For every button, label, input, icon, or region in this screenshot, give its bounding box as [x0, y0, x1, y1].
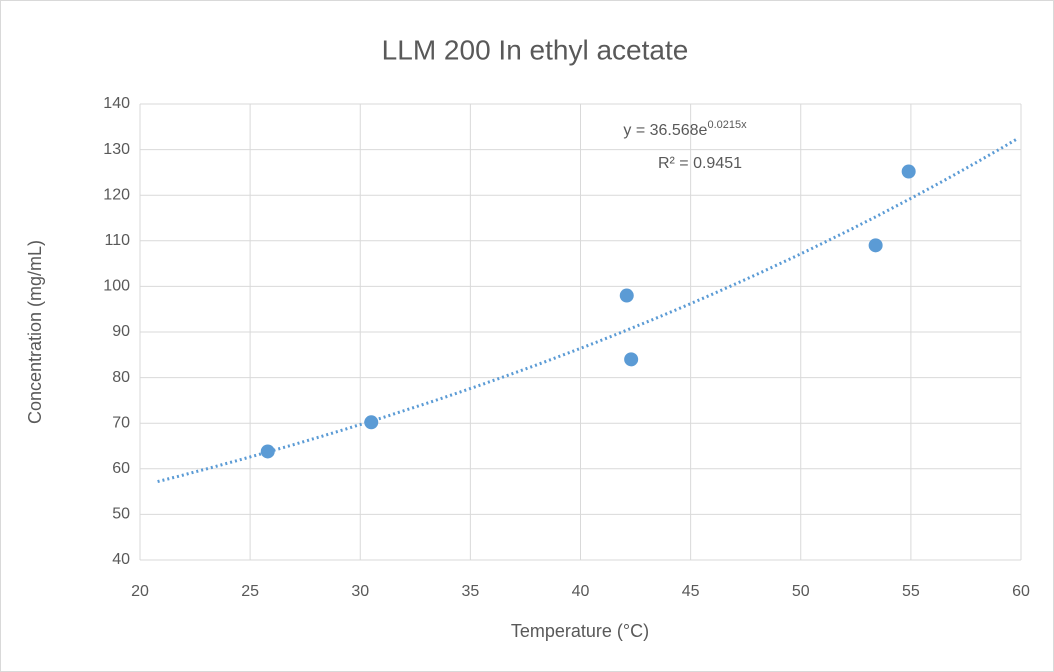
y-tick-label: 50 [112, 506, 130, 523]
y-tick-label: 70 [112, 414, 130, 431]
trendline-r-squared: R² = 0.9451 [658, 155, 742, 172]
y-tick-label: 90 [112, 323, 130, 340]
x-tick-label: 25 [241, 583, 259, 600]
y-tick-label: 110 [104, 232, 130, 249]
chart-title: LLM 200 In ethyl acetate [382, 34, 689, 65]
y-tick-label: 80 [112, 369, 130, 386]
x-tick-label: 60 [1012, 583, 1030, 600]
x-tick-label: 40 [572, 583, 590, 600]
y-tick-label: 60 [112, 460, 130, 477]
x-tick-label: 45 [682, 583, 700, 600]
x-tick-label: 30 [351, 583, 369, 600]
x-tick-label: 35 [461, 583, 479, 600]
y-tick-label: 130 [103, 141, 130, 158]
x-axis-label: Temperature (°C) [511, 621, 649, 641]
x-tick-label: 55 [902, 583, 920, 600]
data-point [260, 444, 275, 459]
data-point [868, 238, 883, 253]
equation-exponent: 0.0215x [707, 119, 747, 131]
y-tick-label: 120 [103, 186, 130, 203]
data-point [624, 352, 639, 367]
y-tick-label: 100 [103, 278, 130, 295]
trendline-equation: y = 36.568e0.0215x [623, 119, 747, 139]
data-point [364, 415, 379, 430]
data-point [619, 288, 634, 303]
y-axis-label: Concentration (mg/mL) [25, 240, 45, 424]
y-tick-label: 140 [103, 95, 130, 112]
equation-base: y = 36.568e [623, 122, 707, 139]
x-tick-label: 20 [131, 583, 149, 600]
trendline [157, 137, 1018, 484]
y-tick-label: 40 [112, 551, 130, 568]
x-tick-label: 50 [792, 583, 810, 600]
data-point [901, 164, 916, 179]
